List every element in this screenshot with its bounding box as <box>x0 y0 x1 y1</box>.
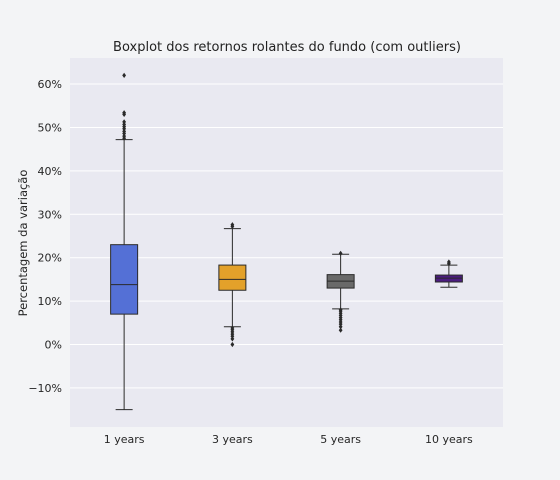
x-tick-label: 5 years <box>320 433 361 446</box>
y-tick-label: 30% <box>38 208 62 221</box>
plot-area <box>70 58 503 427</box>
outlier-point <box>122 72 127 78</box>
y-tick-labels: −10% 0% 10% 20% 30% 40% 50% 60% <box>28 78 62 395</box>
x-tick-label: 10 years <box>425 433 473 446</box>
outlier-point <box>230 336 235 342</box>
y-tick-label: 0% <box>45 339 62 352</box>
outlier-point <box>122 119 127 125</box>
boxes <box>110 72 463 411</box>
outlier-point <box>230 341 235 348</box>
box-group <box>110 72 139 411</box>
outlier-point <box>122 121 127 128</box>
box-group <box>326 250 355 333</box>
y-tick-label: 40% <box>38 165 62 178</box>
y-tick-label: 50% <box>38 121 62 134</box>
outlier-point <box>338 307 343 313</box>
grid-lines <box>70 83 503 389</box>
x-tick-labels: 1 years 3 years 5 years 10 years <box>104 433 473 446</box>
outlier-point <box>338 327 343 333</box>
x-tick-label: 3 years <box>212 433 253 446</box>
outlier-point <box>122 133 127 139</box>
outlier-point <box>338 324 343 330</box>
box-group <box>218 222 247 348</box>
outlier-point <box>446 259 451 265</box>
x-tick-label: 1 years <box>104 433 145 446</box>
box-iqr <box>218 264 247 291</box>
y-axis-label: Percentagem da variação <box>16 170 30 317</box>
outlier-point <box>122 128 127 134</box>
outlier-point <box>122 110 127 116</box>
y-tick-label: 60% <box>38 78 62 91</box>
outlier-point <box>230 222 235 228</box>
chart-title: Boxplot dos retornos rolantes do fundo (… <box>113 40 461 55</box>
outlier-point <box>230 325 235 331</box>
box-iqr <box>110 244 139 315</box>
y-tick-label: 10% <box>38 295 62 308</box>
y-tick-label: −10% <box>28 382 62 395</box>
box-group <box>434 259 463 288</box>
outlier-point <box>338 250 343 256</box>
y-tick-label: 20% <box>38 252 62 265</box>
